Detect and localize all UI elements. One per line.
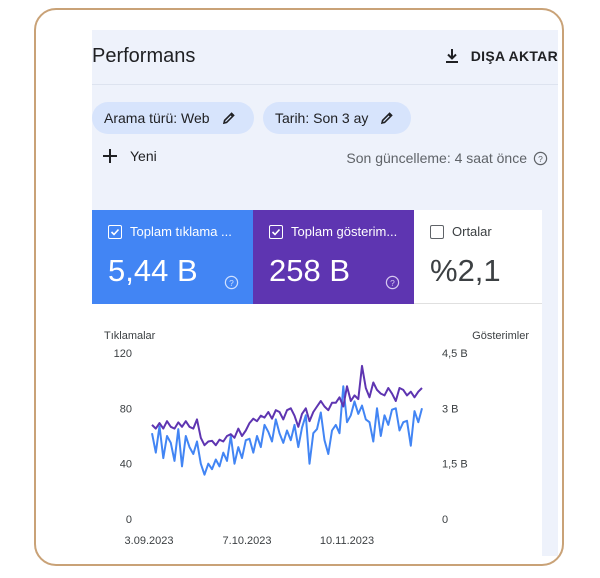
new-filter-button[interactable]: Yeni xyxy=(102,148,157,164)
metric-card-impressions[interactable]: Toplam gösterim... 258 B ? xyxy=(253,210,414,304)
performance-panel: Performans DIŞA AKTAR Arama türü: Web Ta… xyxy=(92,30,558,556)
svg-text:?: ? xyxy=(390,278,395,288)
svg-text:?: ? xyxy=(229,278,234,288)
export-button[interactable]: DIŞA AKTAR xyxy=(443,47,558,65)
plus-icon xyxy=(103,149,117,163)
metric-cards: Toplam tıklama ... 5,44 B ? Toplam göste… xyxy=(92,210,542,304)
left-tick-label: 80 xyxy=(120,403,132,415)
impressions-series-line xyxy=(151,364,423,447)
filter-chip-label: Arama türü: Web xyxy=(104,110,210,126)
filter-chip-date[interactable]: Tarih: Son 3 ay xyxy=(263,102,411,134)
right-tick-label: 1,5 B xyxy=(442,459,468,471)
metric-value: 258 B xyxy=(269,253,351,288)
metric-label: Toplam gösterim... xyxy=(291,224,398,239)
metric-value: 5,44 B xyxy=(108,253,198,288)
left-axis-label: Tıklamalar xyxy=(104,330,156,342)
left-tick-label: 120 xyxy=(114,348,132,360)
x-tick-label: 3.09.2023 xyxy=(125,535,174,547)
x-tick-label: 7.10.2023 xyxy=(223,535,272,547)
right-tick-label: 0 xyxy=(442,514,448,526)
left-tick-label: 0 xyxy=(126,514,132,526)
panel-header: Performans DIŞA AKTAR xyxy=(92,30,558,85)
left-tick-label: 40 xyxy=(120,459,132,471)
metric-card-clicks[interactable]: Toplam tıklama ... 5,44 B ? xyxy=(92,210,253,304)
svg-text:?: ? xyxy=(538,153,543,163)
help-icon[interactable]: ? xyxy=(385,275,400,290)
screenshot-frame: Performans DIŞA AKTAR Arama türü: Web Ta… xyxy=(34,8,564,566)
edit-pencil-icon xyxy=(381,112,394,125)
chart-svg: Tıklamalar Gösterimler 120 80 40 0 4,5 B 3 B 1,5… xyxy=(104,330,529,547)
clicks-series-line xyxy=(151,385,423,476)
filter-chip-label: Tarih: Son 3 ay xyxy=(275,110,369,126)
checkbox-checked-icon[interactable] xyxy=(108,224,122,239)
page-title: Performans xyxy=(92,45,196,67)
checkbox-unchecked-icon[interactable] xyxy=(430,224,444,239)
metric-label: Toplam tıklama ... xyxy=(130,224,232,239)
right-axis-label: Gösterimler xyxy=(472,330,529,342)
metric-card-ctr[interactable]: Ortalar %2,1 xyxy=(414,210,542,304)
right-tick-label: 4,5 B xyxy=(442,348,468,360)
help-icon[interactable]: ? xyxy=(533,151,548,166)
x-tick-label: 10.11.2023 xyxy=(320,535,374,547)
metric-value: %2,1 xyxy=(430,253,501,288)
performance-chart: Tıklamalar Gösterimler 120 80 40 0 4,5 B 3 B 1,5… xyxy=(92,304,542,556)
right-tick-label: 3 B xyxy=(442,403,459,415)
new-filter-label: Yeni xyxy=(130,148,157,164)
help-icon[interactable]: ? xyxy=(224,275,239,290)
metric-label: Ortalar xyxy=(452,224,492,239)
download-icon xyxy=(445,49,458,63)
last-update-info: Son güncelleme: 4 saat önce ? xyxy=(346,150,548,166)
checkbox-checked-icon[interactable] xyxy=(269,224,283,239)
edit-pencil-icon xyxy=(222,112,235,125)
export-label: DIŞA AKTAR xyxy=(470,48,558,64)
filter-chip-search-type[interactable]: Arama türü: Web xyxy=(92,102,254,134)
last-update-text: Son güncelleme: 4 saat önce xyxy=(346,150,527,166)
